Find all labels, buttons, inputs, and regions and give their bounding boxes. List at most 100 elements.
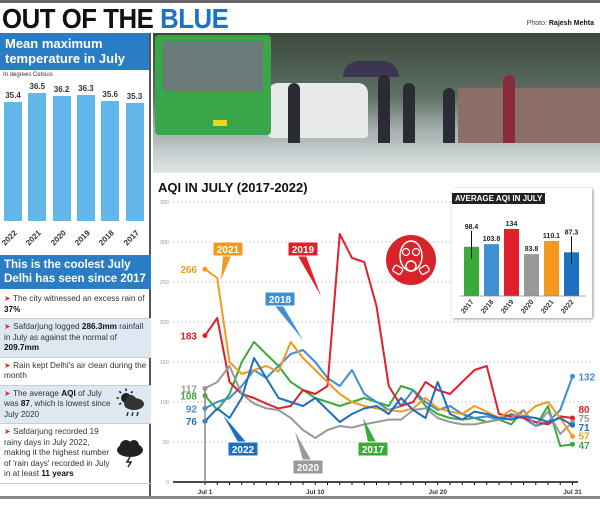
svg-text:2020: 2020 — [297, 463, 320, 474]
avg-aqi-bar-2019 — [504, 229, 519, 296]
temperature-bar-chart: 35.4 2022 36.5 2021 36.2 2020 36.3 2019 35.6 2018… — [0, 82, 151, 253]
avg-aqi-bar-2017 — [464, 246, 479, 296]
end-value-label: 132 — [579, 372, 596, 383]
svg-text:2018: 2018 — [269, 295, 292, 306]
left-panel: Mean maximum temperature in July In degr… — [0, 33, 151, 498]
avg-aqi-year: 2021 — [540, 299, 555, 316]
end-value-label: 71 — [579, 423, 591, 434]
facts-list: ➤ The city witnessed an excess rain of 3… — [0, 291, 151, 484]
temp-bar-2017 — [125, 103, 144, 221]
x-tick-label: Jul 1 — [198, 489, 213, 496]
temp-bar-value: 35.6 — [102, 89, 118, 99]
temp-bar-year: 2017 — [121, 228, 141, 248]
end-value-label: 80 — [579, 405, 591, 416]
photo-person — [403, 83, 415, 158]
series-line-2021 — [204, 268, 574, 437]
end-value-label: 75 — [579, 414, 591, 425]
start-value-label: 92 — [186, 404, 198, 415]
avg-aqi-year: 2022 — [560, 299, 575, 316]
avg-aqi-value: 134 — [506, 221, 518, 228]
fact-item: ➤ The city witnessed an excess rain of 3… — [0, 291, 151, 319]
start-value-label: 266 — [180, 265, 197, 276]
avg-aqi-bar-2022 — [564, 252, 579, 296]
headline-text: OUT OF THE — [2, 3, 161, 34]
x-tick-label: Jul 20 — [429, 489, 448, 496]
temp-bar-year: 2021 — [24, 228, 44, 248]
y-tick-label: 100 — [160, 400, 169, 406]
y-tick-label: 300 — [160, 240, 169, 246]
temp-bar-2018 — [101, 100, 120, 221]
temp-unit-label: In degrees Celsius — [3, 72, 53, 78]
avg-aqi-value: 110.1 — [543, 233, 560, 240]
avg-aqi-bar-2020 — [524, 254, 539, 296]
temp-bar-year: 2020 — [48, 228, 68, 248]
y-tick-label: 250 — [160, 280, 169, 286]
y-tick-label: 150 — [160, 360, 169, 366]
fact-item: ➤ Safdarjung logged 286.3mm rainfall in … — [0, 319, 151, 358]
fact-item: ➤ Rain kept Delhi's air clean during the… — [0, 358, 151, 386]
series-line-2019 — [204, 233, 573, 426]
temp-bar-2021 — [28, 93, 47, 221]
y-tick-label: 200 — [160, 320, 169, 326]
avg-aqi-value: 103.8 — [483, 236, 501, 243]
temp-bar-year: 2022 — [0, 228, 19, 248]
aqi-chart-title: AQI IN JULY (2017-2022) — [158, 180, 308, 195]
bottom-rule — [0, 496, 600, 499]
year-callout-2018 — [264, 291, 296, 307]
temp-bar-2019 — [76, 95, 95, 221]
coolest-july-heading: This is the coolest July Delhi has seen … — [0, 255, 151, 289]
year-callout-2017 — [357, 441, 389, 457]
average-aqi-bar-chart: 98.4 2017 103.8 2018 134 2019 83.8 2020 110.1 202… — [460, 221, 586, 316]
photo-person — [288, 83, 300, 158]
photo-bus — [155, 35, 271, 135]
temp-bar-year: 2019 — [72, 228, 92, 248]
y-tick-label: 350 — [160, 200, 169, 206]
temp-bar-year: 2018 — [97, 228, 117, 248]
temp-bar-2020 — [52, 95, 71, 221]
photo-umbrella — [343, 61, 399, 77]
year-callout-2022 — [227, 441, 259, 457]
rain-photo — [153, 33, 600, 173]
avg-aqi-bar-2018 — [484, 244, 499, 296]
aqi-line-chart: 0 50 100 150 200 250 300 350 Jul 1 Jul 10 Jul 20 Ju… — [160, 200, 596, 496]
svg-text:2017: 2017 — [362, 445, 385, 456]
svg-text:2021: 2021 — [217, 245, 240, 256]
start-value-label: 108 — [180, 392, 197, 403]
end-value-label: 57 — [579, 432, 591, 443]
y-tick-label: 50 — [163, 440, 169, 446]
avg-aqi-bar-2021 — [544, 240, 559, 296]
photo-car — [268, 83, 368, 138]
average-aqi-title: AVERAGE AQI IN JULY — [452, 193, 546, 204]
arrow-bullet-icon: ➤ — [4, 322, 14, 331]
temp-bar-value: 36.3 — [78, 84, 94, 93]
avg-aqi-year: 2018 — [480, 299, 495, 316]
fact-item: ➤ The average AQI of July was 87, which … — [0, 385, 151, 424]
temp-bar-value: 35.4 — [5, 91, 21, 101]
avg-aqi-year: 2019 — [500, 299, 515, 316]
photo-person — [378, 75, 390, 155]
start-value-label: 183 — [180, 332, 197, 343]
headline: OUT OF THE BLUE — [2, 3, 229, 34]
arrow-bullet-icon: ➤ — [4, 388, 13, 398]
year-callout-2019 — [287, 241, 319, 257]
y-tick-label: 0 — [166, 480, 169, 486]
gas-mask-icon — [386, 235, 436, 285]
arrow-bullet-icon: ➤ — [4, 360, 14, 370]
avg-aqi-value: 83.8 — [525, 246, 539, 253]
headline-accent: BLUE — [160, 3, 229, 34]
series-line-2022 — [204, 357, 574, 427]
x-tick-label: Jul 10 — [306, 489, 325, 496]
year-callout-2021 — [212, 241, 244, 257]
avg-aqi-value: 98.4 — [465, 224, 479, 231]
series-line-2020 — [204, 365, 574, 439]
avg-aqi-value: 87.3 — [565, 229, 579, 236]
temp-bar-value: 36.5 — [29, 82, 46, 92]
avg-aqi-year: 2020 — [520, 299, 535, 316]
x-tick-label: Jul 31 — [563, 489, 582, 496]
temp-bar-value: 36.2 — [53, 84, 70, 94]
year-callout-2020 — [292, 459, 324, 475]
arrow-bullet-icon: ➤ — [4, 294, 13, 303]
start-value-label: 76 — [186, 417, 198, 428]
credit-name: Rajesh Mehta — [548, 20, 594, 27]
temp-chart-title: Mean maximum temperature in July — [0, 33, 149, 70]
